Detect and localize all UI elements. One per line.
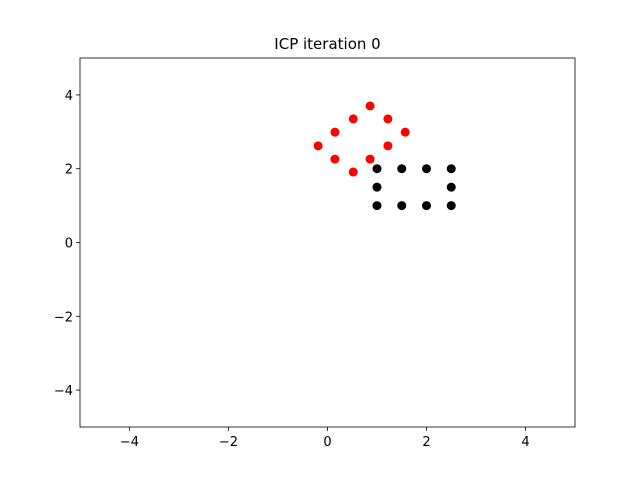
x-tick-label: 0 <box>323 435 331 450</box>
chart-title: ICP iteration 0 <box>274 35 380 53</box>
point <box>383 114 393 124</box>
y-tick-label: −4 <box>54 384 73 399</box>
point <box>313 141 323 151</box>
y-tick-label: −2 <box>54 310 73 325</box>
point <box>372 164 382 174</box>
x-tick-label: −4 <box>120 435 139 450</box>
point <box>446 182 456 192</box>
point <box>397 201 407 211</box>
point <box>397 164 407 174</box>
point <box>365 101 375 111</box>
point <box>330 154 340 164</box>
point <box>383 141 393 151</box>
x-tick-label: −2 <box>219 435 238 450</box>
point <box>446 201 456 211</box>
y-tick-label: 2 <box>65 163 73 178</box>
point <box>348 167 358 177</box>
point <box>372 182 382 192</box>
y-tick-label: 4 <box>65 89 73 104</box>
point <box>372 201 382 211</box>
point <box>422 201 431 211</box>
plot-frame <box>79 57 576 428</box>
point <box>365 154 375 164</box>
point <box>446 164 456 174</box>
point <box>348 114 358 124</box>
point <box>330 127 340 137</box>
y-tick-label: 0 <box>65 237 73 252</box>
point <box>422 164 431 174</box>
point <box>400 127 410 137</box>
x-tick-label: 4 <box>521 435 529 450</box>
x-tick-label: 2 <box>422 435 430 450</box>
